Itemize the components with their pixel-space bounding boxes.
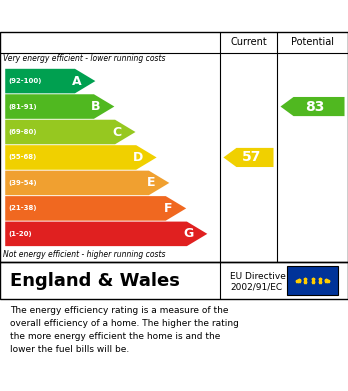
Text: 2002/91/EC: 2002/91/EC xyxy=(230,283,283,292)
Text: G: G xyxy=(184,227,194,240)
Text: C: C xyxy=(112,126,122,138)
Text: 57: 57 xyxy=(242,151,261,165)
Polygon shape xyxy=(5,69,95,93)
Text: England & Wales: England & Wales xyxy=(10,271,180,289)
Polygon shape xyxy=(5,94,114,119)
Polygon shape xyxy=(5,170,169,195)
Text: (69-80): (69-80) xyxy=(8,129,37,135)
Text: E: E xyxy=(147,176,155,189)
Text: Energy Efficiency Rating: Energy Efficiency Rating xyxy=(10,9,220,23)
Polygon shape xyxy=(5,145,157,170)
Polygon shape xyxy=(280,97,345,116)
Text: Current: Current xyxy=(230,38,267,47)
Text: (21-38): (21-38) xyxy=(8,205,37,212)
Bar xyxy=(287,266,338,295)
Text: The energy efficiency rating is a measure of the
overall efficiency of a home. T: The energy efficiency rating is a measur… xyxy=(10,307,239,354)
Text: B: B xyxy=(91,100,101,113)
Text: Not energy efficient - higher running costs: Not energy efficient - higher running co… xyxy=(3,250,166,259)
Polygon shape xyxy=(5,222,207,246)
Polygon shape xyxy=(5,196,186,221)
Text: Potential: Potential xyxy=(291,38,334,47)
Text: F: F xyxy=(164,202,172,215)
Text: Very energy efficient - lower running costs: Very energy efficient - lower running co… xyxy=(3,54,166,63)
Text: D: D xyxy=(133,151,143,164)
Polygon shape xyxy=(223,148,274,167)
Text: (1-20): (1-20) xyxy=(8,231,32,237)
Text: (81-91): (81-91) xyxy=(8,104,37,109)
Text: 83: 83 xyxy=(306,100,325,113)
Text: A: A xyxy=(72,75,82,88)
Polygon shape xyxy=(5,120,135,144)
Text: (55-68): (55-68) xyxy=(8,154,36,160)
Text: (92-100): (92-100) xyxy=(8,78,41,84)
Text: (39-54): (39-54) xyxy=(8,180,37,186)
Text: EU Directive: EU Directive xyxy=(230,272,286,281)
